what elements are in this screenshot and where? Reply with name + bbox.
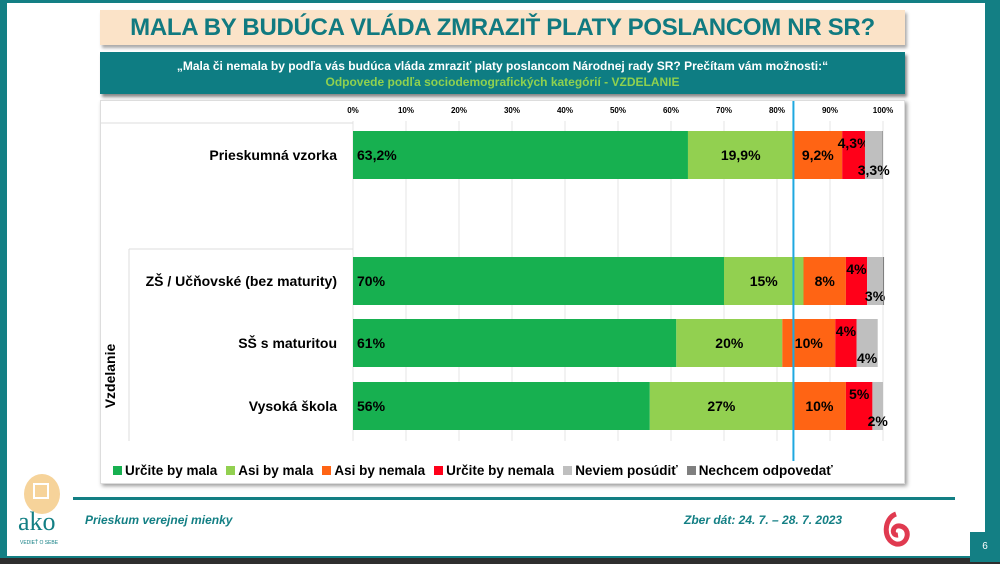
tick-label: 80% — [769, 106, 785, 115]
bar-segment — [353, 257, 724, 305]
data-label: 4,3% — [838, 135, 870, 151]
ako-logo: ako VEDIEŤ O SEBE — [18, 474, 60, 546]
data-label: 4% — [836, 323, 857, 339]
bar-segment — [803, 257, 846, 305]
bar-segment — [845, 382, 873, 430]
bar-segment — [676, 319, 783, 367]
tick-label: 30% — [504, 106, 520, 115]
data-label: 2% — [868, 413, 889, 429]
bar-segment — [835, 319, 857, 367]
question-text: „Mala či nemala by podľa vás budúca vlád… — [176, 59, 829, 73]
bar-segment — [353, 131, 688, 179]
legend-label: Určite by nemala — [446, 463, 555, 478]
legend-label: Nechcem odpovedať — [698, 463, 833, 478]
data-label: 9,2% — [802, 147, 834, 163]
legend-swatch — [322, 466, 332, 475]
tick-label: 0% — [347, 106, 359, 115]
bar-segment — [687, 131, 794, 179]
category-label: Prieskumná vzorka — [209, 147, 337, 163]
bar-segment — [782, 319, 836, 367]
footer-date: Zber dát: 24. 7. – 28. 7. 2023 — [684, 513, 843, 527]
broadcaster-logo — [883, 511, 910, 547]
tick-label: 40% — [557, 106, 573, 115]
legend-item: Asi by nemala — [322, 463, 425, 478]
legend-item: Asi by mala — [226, 463, 313, 478]
svg-text:VEDIEŤ O SEBE: VEDIEŤ O SEBE — [20, 538, 59, 546]
legend-swatch — [226, 466, 236, 475]
footer-survey-name: Prieskum verejnej mienky — [85, 513, 233, 527]
bar-segment — [792, 382, 846, 430]
data-label: 19,9% — [721, 147, 761, 163]
category-label: ZŠ / Učňovské (bez maturity) — [146, 272, 337, 289]
data-label: 5% — [849, 386, 870, 402]
bar-segment — [867, 257, 883, 305]
tick-label: 60% — [663, 106, 679, 115]
legend-label: Asi by nemala — [334, 463, 426, 478]
legend-item: Neviem posúdiť — [563, 463, 678, 478]
data-label: 20% — [715, 335, 744, 351]
tick-label: 50% — [610, 106, 626, 115]
legend-swatch — [434, 466, 444, 475]
data-label: 10% — [795, 335, 824, 351]
data-label: 15% — [750, 273, 779, 289]
bar-segment — [883, 257, 885, 305]
tick-label: 10% — [398, 106, 414, 115]
chart-panel: 0% 10% 20% 30% 40% 50% 60% 70% 80% 90% 100% Vzdelan… — [100, 100, 905, 484]
bar-segment — [882, 131, 883, 179]
bar-segment — [793, 131, 843, 179]
category-label: Vysoká škola — [249, 398, 337, 414]
page-number: 6 — [970, 532, 1000, 562]
legend-swatch — [113, 466, 122, 475]
legend-swatch — [563, 466, 573, 475]
tick-label: 100% — [873, 106, 893, 115]
category-label: SŠ s maturitou — [238, 334, 337, 351]
data-label: 70% — [357, 273, 386, 289]
svg-text:ako: ako — [18, 507, 56, 536]
data-label: 4% — [857, 350, 878, 366]
legend-item: Určite by mala — [113, 463, 217, 478]
group-label: Vzdelanie — [102, 344, 118, 409]
bar-segment — [724, 257, 804, 305]
bar-segment — [842, 131, 865, 179]
bar-segment — [649, 382, 793, 430]
bar-segment — [845, 257, 868, 305]
tick-label: 90% — [822, 106, 838, 115]
bar-segment — [353, 319, 677, 367]
data-label: 63,2% — [357, 147, 397, 163]
question-box: „Mala či nemala by podľa vás budúca vlád… — [100, 52, 905, 94]
legend-item: Určite by nemala — [434, 463, 554, 478]
data-label: 56% — [357, 398, 386, 414]
legend-item: Nechcem odpovedať — [686, 463, 833, 478]
data-label: 4% — [846, 261, 867, 277]
footer-divider — [73, 497, 955, 500]
legend-label: Asi by mala — [238, 463, 314, 478]
legend-swatch — [686, 466, 696, 475]
bar-segment — [872, 382, 883, 430]
data-label: 61% — [357, 335, 386, 351]
data-label: 3% — [865, 288, 886, 304]
tick-label: 20% — [451, 106, 467, 115]
data-label: 3,3% — [858, 162, 890, 178]
tick-label: 70% — [716, 106, 732, 115]
page-title: MALA BY BUDÚCA VLÁDA ZMRAZIŤ PLATY POSLA… — [100, 10, 905, 45]
data-label: 27% — [707, 398, 736, 414]
subtitle: Odpovede podľa sociodemografických kateg… — [325, 75, 680, 89]
stacked-bar-chart: 0% 10% 20% 30% 40% 50% 60% 70% 80% 90% 100% Vzdelan… — [101, 101, 893, 461]
data-label: 10% — [805, 398, 834, 414]
data-label: 8% — [815, 273, 836, 289]
legend-label: Určite by mala — [125, 463, 218, 478]
bar-segment — [864, 131, 883, 179]
legend-label: Neviem posúdiť — [575, 463, 678, 478]
legend: Určite by mala Asi by mala Asi by nemala Ur… — [113, 463, 833, 478]
bar-segment — [856, 319, 878, 367]
bar-segment — [353, 382, 650, 430]
